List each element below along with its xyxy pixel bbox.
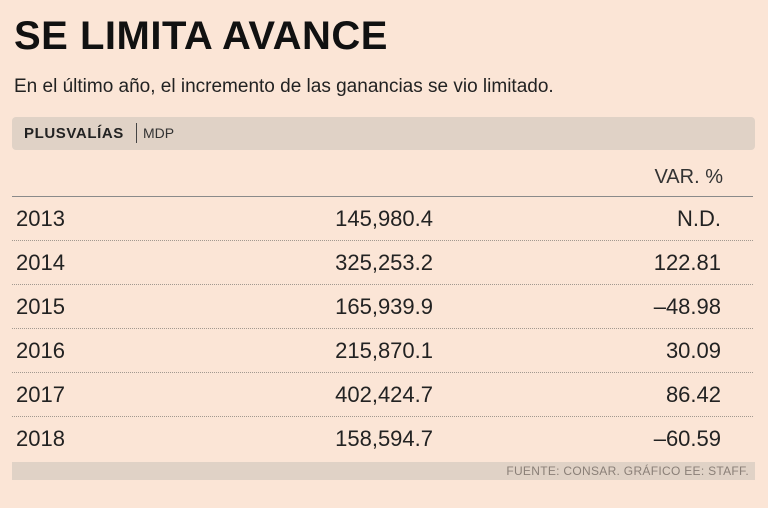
year-cell: 2016 [16, 338, 65, 363]
var-cell: 122.81 [653, 250, 721, 275]
year-cell: 2018 [16, 426, 65, 451]
value-cell: 215,870.1 [335, 338, 433, 363]
year-cell: 2014 [16, 250, 65, 275]
var-column-header: VAR. % [654, 166, 723, 188]
table-row: 2014 325,253.2 122.81 [12, 241, 753, 285]
data-table: VAR. % 2013 145,980.4 N.D. 2014 325,253.2 122… [12, 160, 753, 460]
chart-title: SE LIMITA AVANCE [14, 14, 388, 58]
table-body: 2013 145,980.4 N.D. 2014 325,253.2 122.81 2015… [12, 197, 753, 460]
value-cell: 402,424.7 [335, 382, 433, 407]
value-cell: 325,253.2 [335, 250, 433, 275]
source-bar: FUENTE: CONSAR. GRÁFICO EE: STAFF. [12, 462, 755, 480]
category-label: PLUSVALÍAS [24, 125, 124, 142]
unit-label: MDP [143, 125, 175, 141]
value-cell: 165,939.9 [335, 294, 433, 319]
value-cell: 158,594.7 [335, 426, 433, 451]
var-cell: –60.59 [653, 426, 721, 451]
band-divider [136, 123, 137, 143]
table-row: 2013 145,980.4 N.D. [12, 197, 753, 241]
var-cell: N.D. [677, 206, 721, 231]
chart-subtitle: En el último año, el incremento de las g… [14, 76, 554, 97]
year-cell: 2017 [16, 382, 65, 407]
var-cell: 30.09 [665, 338, 721, 363]
category-band: PLUSVALÍAS MDP [12, 117, 755, 150]
var-cell: –48.98 [653, 294, 721, 319]
table-row: 2016 215,870.1 30.09 [12, 329, 753, 373]
value-cell: 145,980.4 [335, 206, 433, 231]
table-header-row: VAR. % [12, 160, 753, 197]
source-note: FUENTE: CONSAR. GRÁFICO EE: STAFF. [506, 464, 749, 478]
var-cell: 86.42 [665, 382, 721, 407]
table-row: 2015 165,939.9 –48.98 [12, 285, 753, 329]
year-cell: 2015 [16, 294, 65, 319]
table-row: 2017 402,424.7 86.42 [12, 373, 753, 417]
year-cell: 2013 [16, 206, 65, 231]
table-row: 2018 158,594.7 –60.59 [12, 417, 753, 460]
